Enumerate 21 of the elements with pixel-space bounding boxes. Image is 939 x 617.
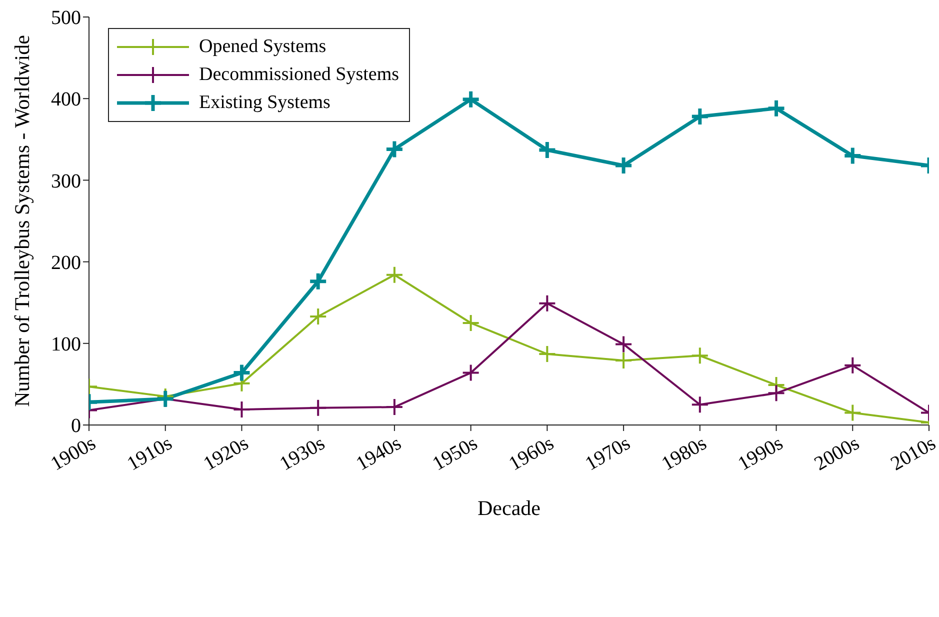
x-tick-label: 1980s bbox=[658, 432, 711, 476]
x-tick-label: 1910s bbox=[123, 432, 176, 476]
legend-label: Decommissioned Systems bbox=[199, 64, 400, 86]
x-tick-label: 1950s bbox=[428, 432, 482, 476]
y-tick-label: 300 bbox=[51, 170, 81, 192]
y-tick-label: 200 bbox=[51, 252, 81, 274]
x-tick-label: 1930s bbox=[276, 432, 329, 476]
y-tick-label: 500 bbox=[51, 7, 81, 30]
x-tick-label: 2010s bbox=[887, 432, 939, 476]
legend-label: Opened Systems bbox=[199, 36, 326, 58]
x-tick-label: 1960s bbox=[505, 432, 558, 476]
x-tick-label: 1970s bbox=[582, 432, 634, 476]
y-axis-title: Number of Trolleybus Systems - Worldwide bbox=[10, 35, 34, 407]
x-axis-title: Decade bbox=[478, 496, 540, 520]
x-tick-label: 1920s bbox=[200, 432, 252, 476]
y-tick-label: 100 bbox=[51, 334, 81, 356]
x-tick-label: 2000s bbox=[810, 432, 864, 476]
x-tick-label: 1940s bbox=[352, 432, 406, 476]
y-tick-label: 400 bbox=[51, 88, 81, 111]
x-tick-label: 1990s bbox=[734, 432, 787, 476]
legend-label: Existing Systems bbox=[199, 92, 330, 114]
